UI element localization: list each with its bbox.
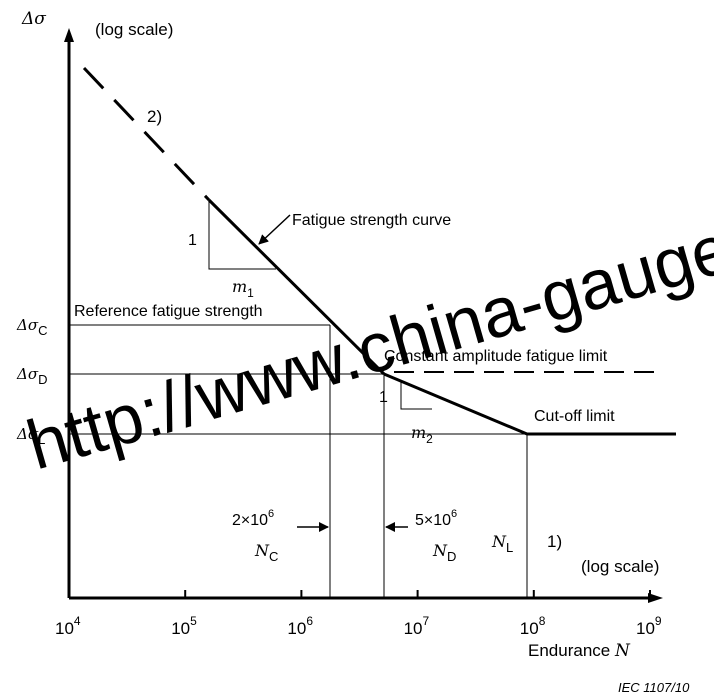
slope-triangle-2 — [400, 381, 432, 410]
nc-symbol-label: NC — [254, 541, 278, 564]
x-tick-label-4: 104 — [55, 614, 81, 638]
dashed-extension-line — [82, 66, 211, 202]
slope-m2-label: m2 — [411, 423, 433, 446]
reference-fatigue-strength-label: Reference fatigue strength — [74, 303, 263, 320]
note-1-label: 1) — [547, 532, 562, 551]
slope-m1-label: m1 — [232, 277, 254, 300]
cutoff-limit-label: Cut-off limit — [534, 408, 615, 425]
constant-amplitude-label: Constant amplitude fatigue limit — [384, 348, 608, 365]
nd-symbol-label: ND — [432, 541, 456, 564]
y-axis-arrowhead — [64, 28, 74, 42]
y-level-label-d: ΔσD — [16, 365, 47, 387]
watermark: http://www.china-gauge — [19, 209, 714, 485]
x-tick-label-6: 106 — [287, 614, 313, 638]
x-tick-label-5: 105 — [171, 614, 197, 638]
fatigue-strength-curve-label: Fatigue strength curve — [292, 212, 451, 229]
x-axis-scale-note: (log scale) — [581, 557, 659, 576]
y-level-label-l: ΔσL — [16, 425, 45, 447]
x-tick-labels: 104 105 106 107 108 109 — [55, 590, 662, 638]
y-axis-label: Δσ — [21, 9, 46, 29]
y-axis-scale-note: (log scale) — [95, 20, 173, 39]
slope-1-rise-label: 1 — [188, 232, 197, 249]
nc-value-label: 2×106 — [232, 508, 274, 529]
fatigue-strength-curve-line — [207, 198, 386, 376]
slope-2-rise-label: 1 — [379, 389, 388, 406]
x-tick-label-9: 109 — [636, 614, 662, 638]
nd-value-label: 5×106 — [415, 508, 457, 529]
figure-reference: IEC 1107/10 — [618, 680, 690, 695]
y-level-label-c: ΔσC — [16, 316, 47, 338]
note-2-label: 2) — [147, 107, 162, 126]
slope-triangle-1 — [208, 200, 276, 270]
fatigue-curve-pointer-arrow — [258, 214, 291, 245]
x-tick-label-7: 107 — [404, 614, 430, 638]
x-tick-label-8: 108 — [520, 614, 546, 638]
x-axis-label: Endurance N — [528, 641, 631, 661]
nl-symbol-label: NL — [491, 532, 513, 555]
x-axis-arrowhead — [648, 593, 663, 603]
second-slope-line — [383, 372, 528, 436]
